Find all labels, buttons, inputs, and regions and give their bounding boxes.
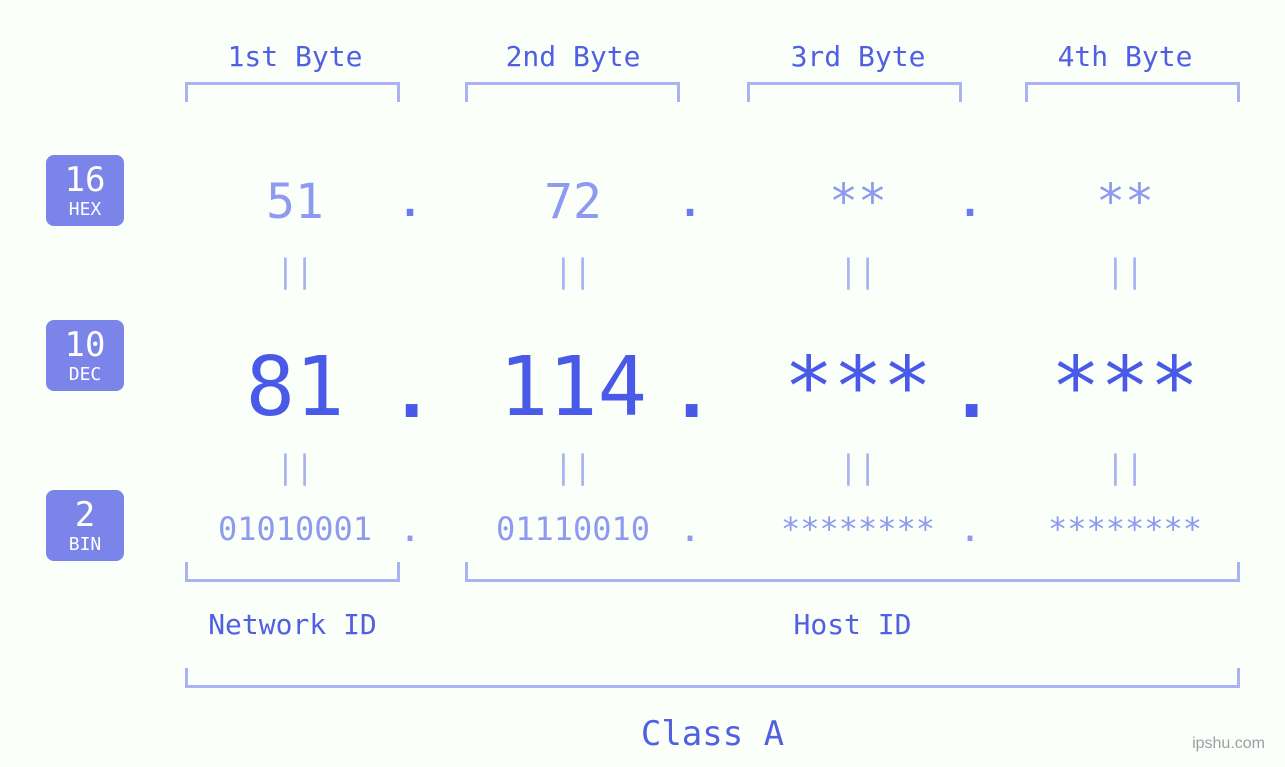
byte-label-3: 3rd Byte <box>743 40 973 73</box>
class-label: Class A <box>185 714 1240 754</box>
hex-dot-3: . <box>950 180 990 226</box>
equals-mark-r1-c3: || <box>838 252 878 290</box>
byte-bracket-top-2 <box>465 82 680 102</box>
base-badge-dec: 10 DEC <box>46 320 124 391</box>
network-id-bracket <box>185 562 400 582</box>
byte-bracket-top-1 <box>185 82 400 102</box>
base-badge-num: 10 <box>46 328 124 364</box>
equals-mark-r1-c4: || <box>1105 252 1145 290</box>
byte-label-1: 1st Byte <box>180 40 410 73</box>
dec-dot-2: . <box>670 350 710 434</box>
base-badge-num: 2 <box>46 498 124 534</box>
bin-dot-1: . <box>390 514 430 549</box>
bin-dot-3: . <box>950 514 990 549</box>
host-id-bracket <box>465 562 1240 582</box>
dec-byte-4: *** <box>985 340 1265 435</box>
equals-mark-r2-c4: || <box>1105 448 1145 486</box>
host-id-label: Host ID <box>465 608 1240 641</box>
base-badge-bin: 2 BIN <box>46 490 124 561</box>
hex-dot-2: . <box>670 180 710 226</box>
equals-mark-r1-c2: || <box>553 252 593 290</box>
network-id-label: Network ID <box>185 608 400 641</box>
equals-mark-r2-c3: || <box>838 448 878 486</box>
base-badge-label: DEC <box>46 366 124 385</box>
byte-label-2: 2nd Byte <box>458 40 688 73</box>
equals-mark-r1-c1: || <box>275 252 315 290</box>
byte-label-4: 4th Byte <box>1010 40 1240 73</box>
hex-byte-4: ** <box>985 174 1265 230</box>
watermark: ipshu.com <box>1192 735 1265 753</box>
equals-mark-r2-c1: || <box>275 448 315 486</box>
base-badge-num: 16 <box>46 163 124 199</box>
hex-dot-1: . <box>390 180 430 226</box>
bin-byte-4: ******** <box>985 510 1265 548</box>
byte-bracket-top-3 <box>747 82 962 102</box>
equals-mark-r2-c2: || <box>553 448 593 486</box>
dec-dot-3: . <box>950 350 990 434</box>
base-badge-label: BIN <box>46 536 124 555</box>
bin-dot-2: . <box>670 514 710 549</box>
class-bracket <box>185 668 1240 688</box>
byte-bracket-top-4 <box>1025 82 1240 102</box>
dec-dot-1: . <box>390 350 430 434</box>
base-badge-hex: 16 HEX <box>46 155 124 226</box>
base-badge-label: HEX <box>46 201 124 220</box>
